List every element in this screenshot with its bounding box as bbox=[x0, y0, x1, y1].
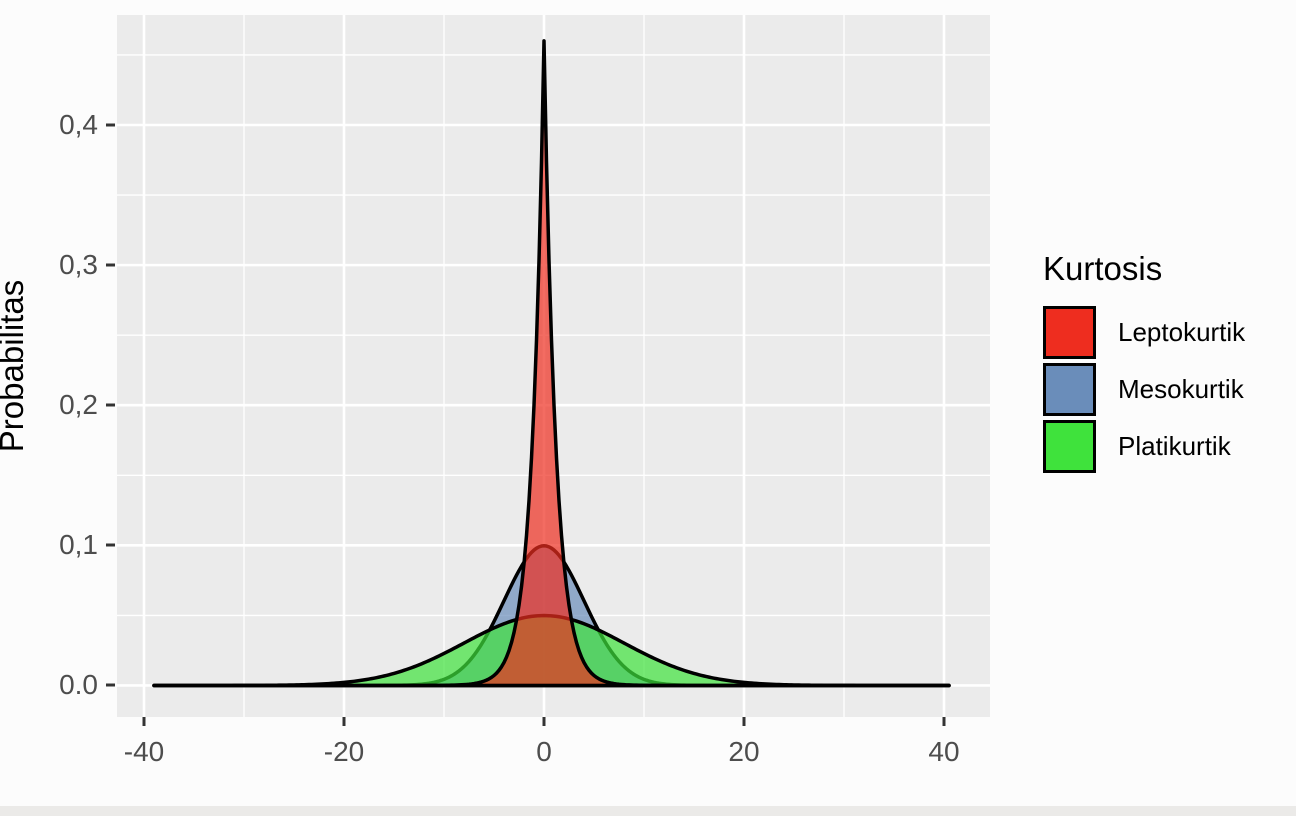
legend-label-platikurtik: Platikurtik bbox=[1118, 431, 1231, 461]
x-tick-mark bbox=[942, 717, 946, 726]
x-tick-mark bbox=[542, 717, 546, 726]
x-tick-label: 0 bbox=[536, 736, 552, 767]
x-tick-label: 40 bbox=[928, 736, 960, 767]
legend-label-mesokurtik: Mesokurtik bbox=[1118, 374, 1244, 404]
legend-title: Kurtosis bbox=[1043, 250, 1163, 287]
legend-item-mesokurtik: Mesokurtik bbox=[1043, 363, 1293, 416]
y-tick-mark bbox=[106, 403, 115, 407]
density-chart-svg bbox=[117, 15, 990, 717]
x-tick-label: -40 bbox=[123, 736, 165, 767]
y-tick-label: 0,2 bbox=[59, 389, 98, 421]
y-tick-label: 0,3 bbox=[59, 249, 98, 281]
legend-swatch-platikurtik-icon bbox=[1043, 420, 1096, 473]
x-tick-mark bbox=[742, 717, 746, 726]
y-tick-mark bbox=[106, 683, 115, 687]
y-tick-mark bbox=[106, 123, 115, 127]
x-tick-mark bbox=[342, 717, 346, 726]
x-tick-label: 20 bbox=[728, 736, 760, 767]
bottom-edge-band bbox=[0, 806, 1296, 816]
legend: Kurtosis Leptokurtik Mesokurtik Platikur… bbox=[1043, 250, 1293, 477]
x-tick-label: -20 bbox=[323, 736, 365, 767]
density-curve-leptokurtik bbox=[152, 39, 951, 688]
y-axis-title-text: Probabilitas bbox=[0, 279, 30, 453]
legend-swatch-leptokurtik-icon bbox=[1043, 306, 1096, 359]
plot-panel bbox=[117, 15, 990, 717]
y-tick-mark bbox=[106, 543, 115, 547]
legend-item-platikurtik: Platikurtik bbox=[1043, 420, 1293, 473]
y-tick-mark bbox=[106, 263, 115, 267]
y-tick-label: 0,4 bbox=[59, 108, 98, 140]
x-tick-mark bbox=[142, 717, 146, 726]
legend-swatch-mesokurtik-icon bbox=[1043, 363, 1096, 416]
legend-label-leptokurtik: Leptokurtik bbox=[1118, 317, 1246, 347]
y-tick-label: 0.0 bbox=[59, 669, 98, 701]
y-tick-label: 0,1 bbox=[59, 529, 98, 561]
legend-item-leptokurtik: Leptokurtik bbox=[1043, 306, 1293, 359]
